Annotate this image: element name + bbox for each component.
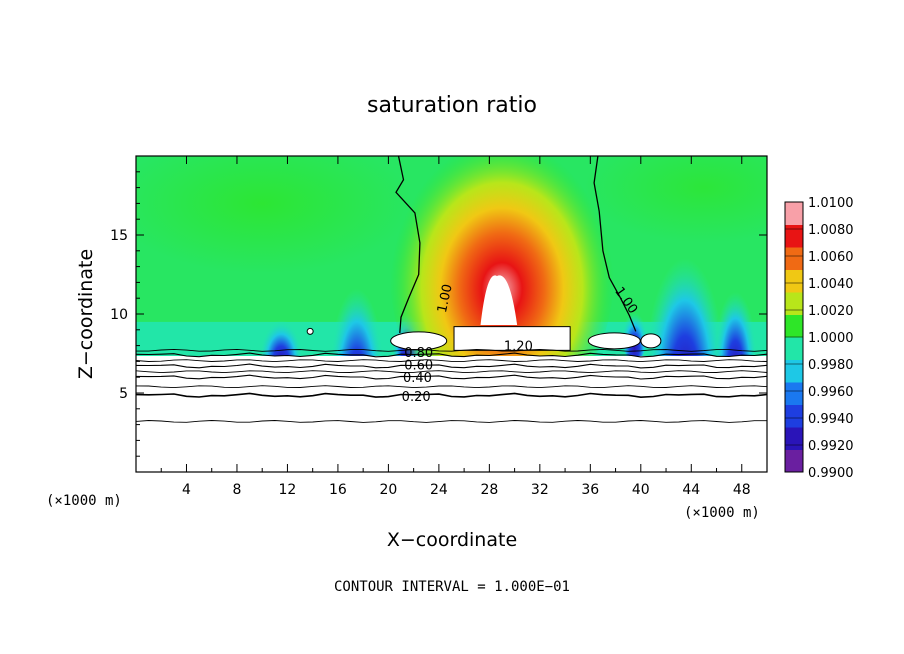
colorbar-tick-label: 0.9920 xyxy=(808,439,854,454)
contour-line-minor-2 xyxy=(136,370,767,374)
colorbar-tick-label: 0.9900 xyxy=(808,466,854,481)
y-unit-note: (×1000 m) xyxy=(684,505,760,521)
colorbar-segment xyxy=(785,292,803,315)
colorbar-segment xyxy=(785,427,803,450)
contour-label-text: 0.80 xyxy=(404,346,433,361)
contour-line-0-2 xyxy=(136,392,767,399)
colorbar: 0.9900 0.9920 0.9940 0.9960 0.9980 1.0000 1.00… xyxy=(784,196,854,481)
contour-line-minor-4 xyxy=(136,348,767,352)
x-tick-label: 32 xyxy=(531,482,549,498)
colorbar-tick-label: 0.9980 xyxy=(808,358,854,373)
field-cloud-pocket-2 xyxy=(640,333,662,349)
x-tick-label: 16 xyxy=(329,482,347,498)
x-tick-label: 28 xyxy=(480,482,498,498)
contour-label-3: 0.80 xyxy=(404,346,433,361)
x-tick-label: 40 xyxy=(632,482,650,498)
x-unit-note: (×1000 m) xyxy=(46,493,122,509)
colorbar-tick-label: 1.0020 xyxy=(808,304,854,319)
colorbar-tick-label: 1.0080 xyxy=(808,223,854,238)
field-cloud-pocket-1 xyxy=(587,332,641,350)
colorbar-segment xyxy=(785,449,803,473)
x-axis-label: X−coordinate xyxy=(387,529,517,551)
colorbar-segment xyxy=(785,359,803,383)
field-cloud-block xyxy=(453,326,571,351)
y-tick-label: 10 xyxy=(110,307,128,323)
contour-line-minor-0 xyxy=(136,420,767,423)
subsaturated-region xyxy=(136,356,767,472)
contour-interval-note: CONTOUR INTERVAL = 1.000E−01 xyxy=(334,579,570,595)
chart-title: saturation ratio xyxy=(367,93,537,118)
contour-line-1-00-left xyxy=(395,156,421,334)
contour-label-text: 0.60 xyxy=(404,359,433,374)
x-tick-label: 4 xyxy=(182,482,191,498)
colorbar-segment xyxy=(785,247,803,270)
contour-line-minor-3 xyxy=(136,359,767,363)
x-tick-label: 48 xyxy=(733,482,751,498)
contour-line-minor-1 xyxy=(136,385,767,389)
contour-line-0-4 xyxy=(136,374,767,380)
colorbar-tick-label: 1.0100 xyxy=(808,196,854,211)
x-tick-label: 12 xyxy=(279,482,297,498)
colorbar-segment xyxy=(785,269,803,293)
x-tick-label: 44 xyxy=(682,482,700,498)
colorbar-segment xyxy=(785,382,803,405)
colorbar-tick-label: 1.0000 xyxy=(808,331,854,346)
contour-label-5: 1.00 xyxy=(435,283,456,314)
x-tick-label: 20 xyxy=(379,482,397,498)
field-cloud-pocket-3 xyxy=(306,327,314,335)
colorbar-segment xyxy=(785,314,803,338)
colorbar-segment xyxy=(785,337,803,360)
contour-label-text: 1.00 xyxy=(435,283,456,314)
contour-label-text: 0.20 xyxy=(402,390,431,405)
contour-label-0: 0.20 xyxy=(402,390,431,405)
x-tick-label: 8 xyxy=(232,482,241,498)
contour-label-text: 0.40 xyxy=(403,371,432,386)
contour-line-0-8 xyxy=(136,352,767,358)
contour-line-1-00-right xyxy=(593,156,637,332)
contour-label-2: 0.60 xyxy=(404,359,433,374)
y-tick-label: 5 xyxy=(119,386,128,402)
y-axis-label: Z−coordinate xyxy=(75,249,97,379)
contour-label-4: 1.20 xyxy=(504,340,533,355)
colorbar-segment xyxy=(785,202,803,225)
x-tick-label: 24 xyxy=(430,482,448,498)
contour-label-1: 0.40 xyxy=(403,371,432,386)
contour-label-text: 1.20 xyxy=(504,340,533,355)
y-axis-ticks: 5 10 15 xyxy=(110,171,767,457)
colorbar-segment xyxy=(785,224,803,248)
field-cloud-core xyxy=(480,275,518,326)
plot-area: 0.200.400.600.80 1.201.00 1.00 xyxy=(136,156,767,472)
colorbar-tick-label: 0.9960 xyxy=(808,385,854,400)
colorbar-segment xyxy=(785,404,803,428)
x-tick-label: 36 xyxy=(581,482,599,498)
colorbar-tick-label: 1.0040 xyxy=(808,277,854,292)
colorbar-tick-label: 1.0060 xyxy=(808,250,854,265)
x-axis-ticks: 4 8 12 16 20 24 28 32 36 40 44 48 xyxy=(160,156,751,498)
contour-lines xyxy=(136,156,767,423)
y-tick-label: 15 xyxy=(110,228,128,244)
colorbar-tick-label: 0.9940 xyxy=(808,412,854,427)
contour-line-0-6 xyxy=(136,363,767,369)
